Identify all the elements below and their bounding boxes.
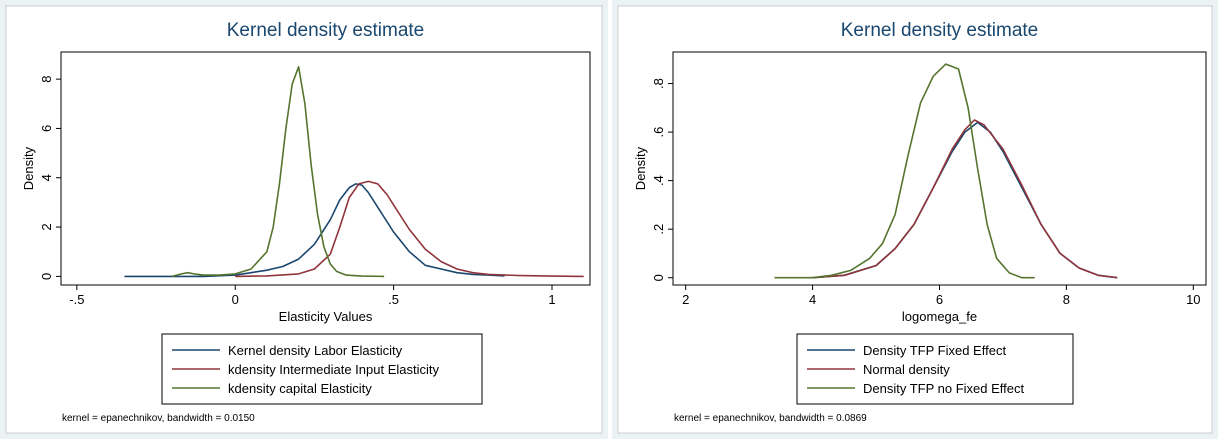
legend-entry: Normal density [863, 362, 950, 377]
plot-area [60, 51, 591, 286]
left-chart-panel: Kernel density estimate -.5 0 .5 1 0 2 4 6 8 Elast… [0, 0, 608, 439]
legend-box [796, 333, 1074, 405]
series-line [171, 66, 385, 278]
legend-entry: Density TFP no Fixed Effect [863, 381, 1025, 396]
y-tick-label: .4 [651, 175, 666, 186]
y-tick-label: 8 [39, 76, 54, 83]
y-tick-label: 4 [39, 174, 54, 181]
y-tick-label: 6 [39, 125, 54, 132]
left-chart-svg: Kernel density estimate -.5 0 .5 1 0 2 4 6 8 Elast… [5, 5, 603, 434]
x-axis-label: logomega_fe [902, 309, 977, 324]
y-tick-label: .2 [651, 224, 666, 235]
series-line [124, 183, 505, 278]
x-tick-label: 1 [548, 292, 555, 307]
chart-note: kernel = epanechnikov, bandwidth = 0.086… [674, 413, 867, 424]
series-line [235, 180, 584, 278]
x-tick-label: .5 [388, 292, 399, 307]
series-line [812, 119, 1118, 279]
x-tick-label: 2 [682, 292, 689, 307]
y-tick-label: 2 [39, 223, 54, 230]
x-tick-label: 8 [1063, 292, 1070, 307]
y-tick-label: 0 [651, 274, 666, 281]
y-axis-label: Density [633, 146, 648, 190]
right-chart-svg: Kernel density estimate 2 4 6 8 10 0 .2 .4 .6 .8 lo… [617, 5, 1213, 434]
chart-title: Kernel density estimate [227, 20, 425, 41]
legend-entry: Kernel density Labor Elasticity [228, 343, 403, 358]
y-tick-label: .8 [651, 78, 666, 89]
y-axis-label: Density [21, 146, 36, 190]
right-chart-panel: Kernel density estimate 2 4 6 8 10 0 .2 .4 .6 .8 lo… [612, 0, 1218, 439]
x-tick-label: 10 [1186, 292, 1200, 307]
y-tick-label: 0 [39, 273, 54, 280]
x-tick-label: 4 [809, 292, 816, 307]
x-tick-label: -.5 [69, 292, 84, 307]
chart-title: Kernel density estimate [841, 20, 1039, 41]
series-line [774, 63, 1035, 279]
chart-note: kernel = epanechnikov, bandwidth = 0.015… [62, 413, 255, 424]
legend-entry: kdensity Intermediate Input Elasticity [228, 362, 439, 377]
x-axis-label: Elasticity Values [279, 309, 373, 324]
legend-entry: Density TFP Fixed Effect [863, 343, 1006, 358]
legend-entry: kdensity capital Elasticity [228, 381, 372, 396]
x-tick-label: 0 [232, 292, 239, 307]
x-tick-label: 6 [936, 292, 943, 307]
y-tick-label: .6 [651, 127, 666, 138]
